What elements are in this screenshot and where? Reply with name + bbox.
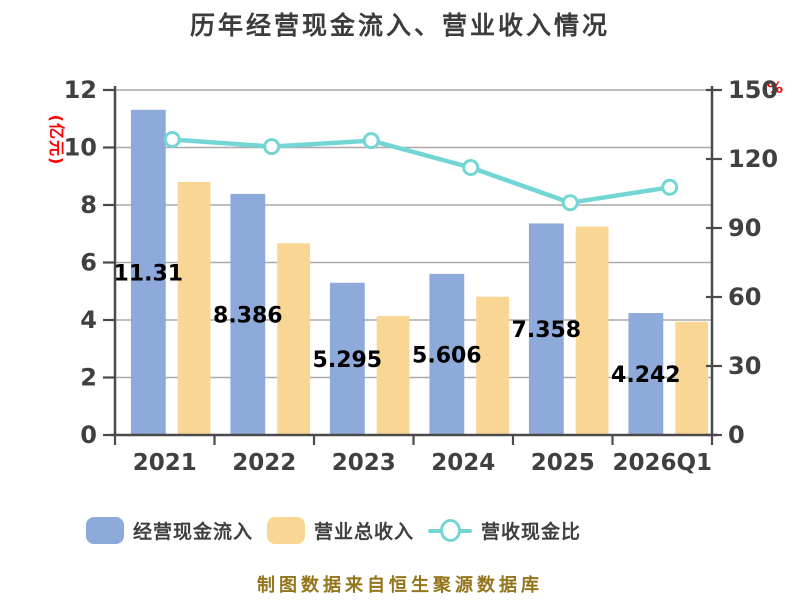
ratio-line-marker bbox=[462, 159, 480, 177]
legend-label-ratio: 营收现金比 bbox=[481, 521, 582, 543]
right-axis-tick-label: 60 bbox=[728, 283, 761, 311]
left-axis-tick-label: 10 bbox=[64, 134, 97, 162]
ratio-marker-icon bbox=[440, 519, 462, 542]
cash-inflow-bar bbox=[429, 273, 465, 435]
right-axis-tick-label: 30 bbox=[728, 352, 761, 380]
data-source-note: 制图数据来自恒生聚源数据库 bbox=[257, 575, 543, 596]
bar-value-label: 5.295 bbox=[313, 348, 383, 373]
legend-item-revenue: 营业总收入 bbox=[267, 517, 414, 544]
legend-item-ratio: 营收现金比 bbox=[428, 517, 581, 544]
bar-value-label: 5.606 bbox=[412, 343, 482, 368]
x-category-label: 2026Q1 bbox=[612, 450, 712, 476]
legend-label-revenue: 营业总收入 bbox=[314, 521, 415, 543]
revenue-bar bbox=[177, 182, 211, 435]
right-axis-tick-label: 0 bbox=[728, 421, 745, 449]
x-category-label: 2024 bbox=[431, 450, 495, 476]
x-category-label: 2021 bbox=[133, 450, 197, 476]
left-axis-tick-label: 6 bbox=[80, 249, 97, 277]
chart-legend: 经营现金流入 营业总收入 营收现金比 bbox=[86, 517, 581, 544]
cash-inflow-bar bbox=[329, 282, 365, 435]
cash-inflow-bar bbox=[628, 313, 664, 435]
revenue-bar bbox=[277, 243, 311, 435]
x-category-label: 2023 bbox=[332, 450, 396, 476]
right-axis-tick-label: 90 bbox=[728, 214, 761, 242]
right-axis-tick-label: 120 bbox=[728, 145, 778, 173]
left-axis-tick-label: 2 bbox=[80, 364, 97, 392]
left-axis-tick-label: 0 bbox=[80, 421, 97, 449]
right-axis-unit-label: % bbox=[767, 78, 784, 97]
ratio-line-swatch bbox=[428, 517, 473, 544]
ratio-line-marker bbox=[661, 178, 679, 196]
ratio-line bbox=[169, 137, 672, 205]
bar-value-label: 11.31 bbox=[114, 261, 184, 286]
revenue-bar bbox=[376, 315, 410, 435]
revenue-swatch bbox=[267, 517, 306, 544]
ratio-line-marker bbox=[163, 130, 181, 148]
x-category-label: 2022 bbox=[232, 450, 296, 476]
chart-title: 历年经营现金流入、营业收入情况 bbox=[189, 11, 610, 40]
cash-inflow-bar bbox=[528, 223, 564, 435]
cash-inflow-bar bbox=[130, 109, 166, 436]
cash-inflow-swatch bbox=[86, 517, 124, 544]
left-axis-tick-label: 12 bbox=[64, 76, 97, 104]
ratio-line-marker bbox=[362, 132, 380, 150]
left-axis-tick-label: 8 bbox=[80, 191, 97, 219]
legend-label-cash-inflow: 经营现金流入 bbox=[133, 521, 254, 543]
bar-value-label: 7.358 bbox=[512, 318, 582, 343]
ratio-line-marker bbox=[561, 194, 579, 212]
legend-item-cash-inflow: 经营现金流入 bbox=[86, 517, 253, 544]
left-axis-tick-label: 4 bbox=[80, 306, 97, 334]
revenue-bar bbox=[675, 321, 709, 435]
revenue-bar bbox=[476, 296, 510, 435]
cash-inflow-bar bbox=[230, 193, 266, 435]
x-category-label: 2025 bbox=[531, 450, 595, 476]
right-axis-tick-label: 150 bbox=[728, 76, 778, 104]
bar-value-label: 8.386 bbox=[213, 303, 283, 328]
ratio-line-marker bbox=[263, 138, 281, 156]
bar-value-label: 4.242 bbox=[611, 363, 681, 388]
revenue-bar bbox=[575, 226, 609, 435]
